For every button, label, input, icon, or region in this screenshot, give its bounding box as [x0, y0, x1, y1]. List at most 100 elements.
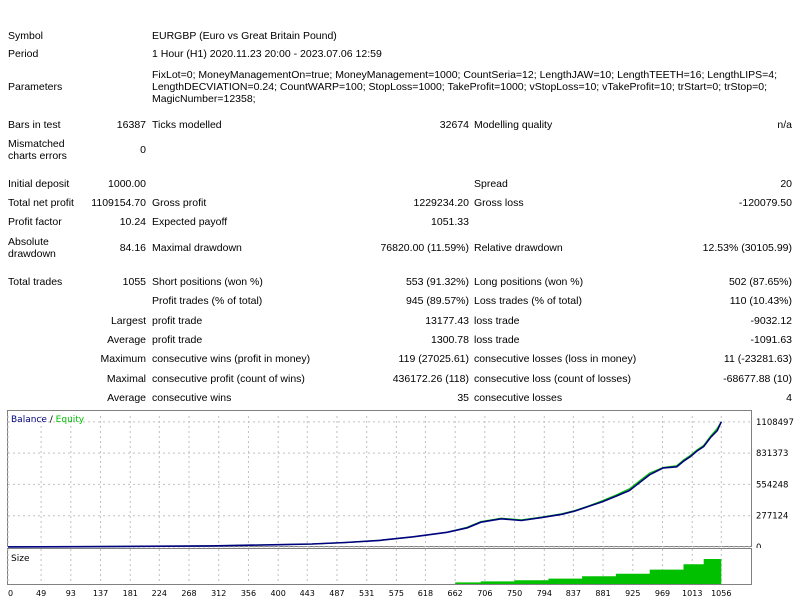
x-tick-label: 0 — [8, 589, 13, 598]
x-tick-label: 443 — [300, 589, 315, 598]
spread-label: Spread — [474, 178, 508, 190]
average-loss-label: loss trade — [474, 334, 520, 346]
x-tick-label: 531 — [359, 589, 374, 598]
profit-trades-label: Profit trades (% of total) — [152, 295, 263, 307]
x-tick-label: 487 — [329, 589, 344, 598]
largest-profit-value: 13177.43 — [425, 315, 469, 327]
max-dd-label: Maximal drawdown — [152, 242, 242, 254]
max-losses-value: 11 (-23281.63) — [723, 353, 792, 365]
parameters-value: FixLot=0; MoneyManagementOn=true; MoneyM… — [152, 69, 778, 105]
average-profit-label: profit trade — [152, 334, 203, 346]
quality-value: n/a — [777, 119, 792, 131]
max-wins-label: consecutive wins (profit in money) — [152, 353, 311, 365]
x-tick-label: 925 — [625, 589, 640, 598]
symbol-value: EURGBP (Euro vs Great Britain Pound) — [152, 30, 337, 42]
x-tick-label: 268 — [181, 589, 196, 598]
largest-loss-label: loss trade — [474, 315, 520, 327]
x-tick-label: 312 — [211, 589, 226, 598]
profit-trades-value: 945 (89.57%) — [405, 295, 469, 307]
ticks-label: Ticks modelled — [152, 119, 222, 131]
ticks-value: 32674 — [439, 119, 469, 131]
net-label: Total net profit — [8, 197, 74, 209]
trades-label: Total trades — [8, 276, 63, 288]
balance-chart: 0 277124 554248 831373 1108497 Balance / Equ… — [7, 410, 794, 548]
x-tick-label: 662 — [448, 589, 463, 598]
pf-value: 10.24 — [119, 216, 146, 228]
x-tick-label: 224 — [152, 589, 167, 598]
balance-y-tick-label: 554248 — [756, 480, 788, 490]
payoff-value: 1051.33 — [431, 216, 469, 228]
max-wins-value: 119 (27025.61) — [398, 353, 469, 365]
loss-trades-label: Loss trades (% of total) — [474, 295, 582, 307]
balance-y-tick-label: 277124 — [756, 512, 788, 522]
x-tick-label: 750 — [507, 589, 522, 598]
average-loss-value: -1091.63 — [750, 334, 792, 346]
rel-dd-value: 12.53% (30105.99) — [702, 242, 792, 254]
spread-value: 20 — [780, 178, 792, 190]
x-tick-label: 837 — [566, 589, 581, 598]
mismatch-value: 0 — [140, 144, 146, 156]
largest-label: Largest — [110, 315, 146, 327]
long-label: Long positions (won %) — [474, 276, 584, 288]
x-tick-label: 969 — [655, 589, 670, 598]
abs-dd-label-1: Absolute — [8, 236, 49, 248]
x-tick-label: 881 — [595, 589, 610, 598]
net-value: 1109154.70 — [91, 197, 146, 209]
largest-loss-value: -9032.12 — [750, 315, 792, 327]
avg-consec-label: Average — [107, 392, 146, 404]
avg-wins-label: consecutive wins — [152, 392, 232, 404]
deposit-label: Initial deposit — [8, 178, 70, 190]
abs-dd-value: 84.16 — [119, 242, 146, 254]
x-tick-label: 794 — [537, 589, 552, 598]
long-value: 502 (87.65%) — [728, 276, 792, 288]
legend-equity: Equity — [56, 415, 85, 425]
largest-profit-label: profit trade — [152, 315, 203, 327]
size-title: Size — [11, 554, 30, 564]
loss-trades-value: 110 (10.43%) — [729, 295, 792, 307]
balance-line — [7, 421, 723, 548]
maximum-label: Maximum — [100, 353, 146, 365]
mismatch-label-1: Mismatched — [8, 138, 65, 150]
maximal-loss-label: consecutive loss (count of losses) — [474, 373, 631, 385]
x-tick-label: 181 — [123, 589, 138, 598]
trades-value: 1055 — [122, 276, 146, 288]
symbol-label: Symbol — [8, 30, 44, 42]
period-label: Period — [8, 48, 39, 60]
x-tick-label: 400 — [271, 589, 286, 598]
average-label: Average — [107, 334, 146, 346]
avg-losses-value: 4 — [786, 392, 792, 404]
pf-label: Profit factor — [8, 216, 62, 228]
mismatch-label-2: charts errors — [8, 150, 67, 162]
maximal-profit-label: consecutive profit (count of wins) — [152, 373, 305, 385]
short-value: 553 (91.32%) — [405, 276, 469, 288]
quality-label: Modelling quality — [474, 119, 553, 131]
x-tick-label: 1056 — [711, 589, 731, 598]
bars-value: 16387 — [116, 119, 146, 131]
short-label: Short positions (won %) — [152, 276, 263, 288]
x-tick-label: 706 — [477, 589, 492, 598]
maximal-loss-value: -68677.88 (10) — [723, 373, 792, 385]
gross-profit-label: Gross profit — [152, 197, 207, 209]
balance-legend: Balance / Equity — [11, 415, 85, 425]
x-tick-label: 618 — [418, 589, 433, 598]
size-area — [455, 552, 722, 584]
rel-dd-label: Relative drawdown — [474, 242, 563, 254]
max-losses-label: consecutive losses (loss in money) — [474, 353, 637, 365]
maximal-profit-value: 436172.26 (118) — [392, 373, 469, 385]
x-tick-label: 575 — [389, 589, 404, 598]
avg-wins-value: 35 — [457, 392, 469, 404]
balance-y-tick-label: 0 — [756, 543, 761, 548]
balance-y-tick-label: 1108497 — [756, 418, 794, 428]
legend-separator: / — [47, 415, 56, 425]
abs-dd-label-2: drawdown — [8, 248, 56, 260]
gross-profit-value: 1229234.20 — [413, 197, 469, 209]
x-tick-label: 93 — [66, 589, 76, 598]
gross-loss-value: -120079.50 — [738, 197, 792, 209]
maximal-label: Maximal — [106, 373, 146, 385]
avg-losses-label: consecutive losses — [474, 392, 563, 404]
size-chart: Size 0 49 93 137 181 224 268 312 356 400 443 487 531… — [7, 548, 752, 598]
x-tick-label: 137 — [93, 589, 108, 598]
average-profit-value: 1300.78 — [431, 334, 469, 346]
max-dd-value: 76820.00 (11.59%) — [380, 242, 469, 254]
x-tick-label: 49 — [36, 589, 46, 598]
